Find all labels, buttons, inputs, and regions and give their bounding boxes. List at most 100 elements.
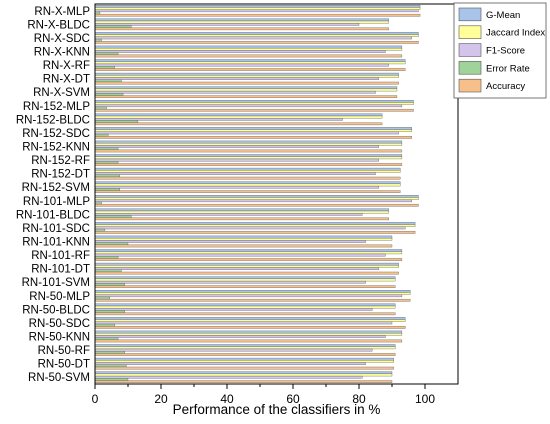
category-label: RN-50-RF xyxy=(38,345,90,357)
bar-rn-50-knn-accuracy xyxy=(94,339,403,343)
bar-rn-101-bldc-accuracy xyxy=(94,217,389,221)
x-tick-label: 20 xyxy=(154,392,168,406)
bar-rn-152-rf-jaccard-index xyxy=(94,156,403,160)
bar-rn-x-rf-jaccard-index xyxy=(94,61,406,65)
bar-rn-101-knn-f1-score xyxy=(94,240,366,243)
bars-layer xyxy=(94,5,421,383)
bar-rn-152-rf-error-rate xyxy=(94,161,119,164)
bar-rn-50-bldc-f1-score xyxy=(94,308,373,311)
category-label: RN-101-DT xyxy=(31,264,90,276)
bar-rn-50-rf-accuracy xyxy=(94,353,396,356)
bar-rn-152-knn-accuracy xyxy=(94,149,403,153)
bar-rn-152-dt-f1-score xyxy=(94,172,376,175)
bar-rn-x-sdc-f1-score xyxy=(94,36,412,40)
bar-rn-152-bldc-g-mean xyxy=(94,113,383,117)
legend-label-f1-score: F1-Score xyxy=(486,46,525,57)
bar-rn-50-sdc-accuracy xyxy=(94,326,406,329)
bar-rn-152-svm-jaccard-index xyxy=(94,183,401,187)
bar-rn-152-sdc-g-mean xyxy=(94,127,412,130)
bar-rn-50-bldc-accuracy xyxy=(94,312,396,316)
bar-rn-x-knn-f1-score xyxy=(94,50,386,53)
bar-rn-x-bldc-g-mean xyxy=(94,18,389,22)
bar-rn-50-svm-error-rate xyxy=(94,378,129,381)
category-label: RN-152-DT xyxy=(31,169,90,181)
bar-rn-152-bldc-jaccard-index xyxy=(94,115,383,119)
bar-rn-x-rf-g-mean xyxy=(94,59,406,62)
bar-rn-152-knn-f1-score xyxy=(94,145,379,148)
x-ticks: 0 20 40 60 80 100 xyxy=(92,384,435,406)
category-label: RN-152-SVM xyxy=(22,182,90,194)
bar-rn-101-svm-jaccard-index xyxy=(94,278,396,282)
bar-rn-x-sdc-accuracy xyxy=(94,41,419,44)
bar-rn-101-sdc-g-mean xyxy=(94,222,416,225)
bar-rn-x-dt-accuracy xyxy=(94,81,399,85)
bar-rn-50-knn-g-mean xyxy=(94,330,403,334)
bar-rn-101-dt-jaccard-index xyxy=(94,265,399,268)
bar-rn-152-mlp-jaccard-index xyxy=(94,102,414,105)
bar-rn-x-sdc-error-rate xyxy=(94,38,102,42)
legend: G-Mean Jaccard Index F1-Score Error Rate Acc… xyxy=(453,2,547,99)
bar-rn-x-dt-jaccard-index xyxy=(94,75,399,78)
bar-rn-x-mlp-jaccard-index xyxy=(94,7,421,10)
bar-rn-x-mlp-g-mean xyxy=(94,5,421,8)
bar-rn-152-bldc-f1-score xyxy=(94,118,343,121)
bar-rn-x-svm-accuracy xyxy=(94,95,398,98)
category-label: RN-152-KNN xyxy=(22,142,90,154)
legend-label-error-rate: Error Rate xyxy=(486,63,530,74)
bar-rn-x-svm-g-mean xyxy=(94,86,398,90)
bar-rn-152-dt-error-rate xyxy=(94,174,120,178)
bar-rn-x-rf-accuracy xyxy=(94,68,406,71)
bar-rn-50-svm-accuracy xyxy=(94,380,393,383)
bar-rn-101-rf-accuracy xyxy=(94,258,403,261)
bar-rn-101-dt-g-mean xyxy=(94,262,399,266)
category-label: RN-50-KNN xyxy=(29,332,90,344)
bar-rn-101-svm-error-rate xyxy=(94,283,125,286)
category-label: RN-50-SDC xyxy=(29,318,90,330)
bar-rn-50-bldc-g-mean xyxy=(94,303,396,307)
bar-rn-50-sdc-jaccard-index xyxy=(94,319,406,322)
bar-rn-152-knn-g-mean xyxy=(94,140,403,144)
bar-rn-152-rf-f1-score xyxy=(94,158,379,162)
bar-rn-101-bldc-jaccard-index xyxy=(94,210,389,214)
category-label: RN-101-SDC xyxy=(22,223,90,235)
bar-rn-152-mlp-g-mean xyxy=(94,100,414,103)
bar-rn-x-knn-jaccard-index xyxy=(94,47,403,51)
bar-rn-101-bldc-g-mean xyxy=(94,208,389,212)
category-label: RN-X-MLP xyxy=(34,6,90,18)
bar-rn-x-bldc-error-rate xyxy=(94,25,132,28)
legend-label-g-mean: G-Mean xyxy=(486,10,520,21)
bar-rn-50-dt-accuracy xyxy=(94,366,394,370)
bar-rn-101-dt-f1-score xyxy=(94,267,379,270)
category-label: RN-152-BLDC xyxy=(16,114,90,126)
category-label: RN-152-RF xyxy=(31,155,90,167)
bar-rn-152-sdc-error-rate xyxy=(94,133,109,137)
bar-rn-50-dt-error-rate xyxy=(94,364,127,368)
bar-rn-x-svm-jaccard-index xyxy=(94,88,398,92)
x-tick-label: 0 xyxy=(92,392,99,406)
category-label: RN-50-BLDC xyxy=(22,304,90,316)
bar-rn-x-mlp-accuracy xyxy=(94,13,421,17)
bar-rn-50-dt-jaccard-index xyxy=(94,360,394,363)
bar-rn-x-sdc-jaccard-index xyxy=(94,34,419,37)
category-label: RN-101-SVM xyxy=(22,277,90,289)
bar-rn-152-sdc-jaccard-index xyxy=(94,129,412,132)
bar-rn-50-knn-f1-score xyxy=(94,335,386,338)
bar-rn-x-sdc-g-mean xyxy=(94,32,419,35)
x-tick-label: 40 xyxy=(220,392,234,406)
category-label: RN-X-RF xyxy=(43,60,90,72)
bar-rn-101-sdc-jaccard-index xyxy=(94,224,416,227)
bar-rn-50-rf-g-mean xyxy=(94,344,396,347)
bar-rn-50-bldc-error-rate xyxy=(94,310,125,313)
x-tick-label: 80 xyxy=(352,392,366,406)
bar-rn-50-svm-g-mean xyxy=(94,371,393,375)
bar-rn-50-mlp-jaccard-index xyxy=(94,292,411,295)
bar-rn-50-knn-error-rate xyxy=(94,337,119,341)
category-label: RN-50-DT xyxy=(38,359,90,371)
legend-swatch-error-rate xyxy=(458,61,482,75)
bar-rn-x-mlp-f1-score xyxy=(94,9,419,13)
bar-rn-101-dt-error-rate xyxy=(94,269,122,273)
bar-rn-50-sdc-error-rate xyxy=(94,323,115,327)
bar-rn-50-bldc-jaccard-index xyxy=(94,305,396,309)
bar-rn-101-sdc-error-rate xyxy=(94,228,106,232)
